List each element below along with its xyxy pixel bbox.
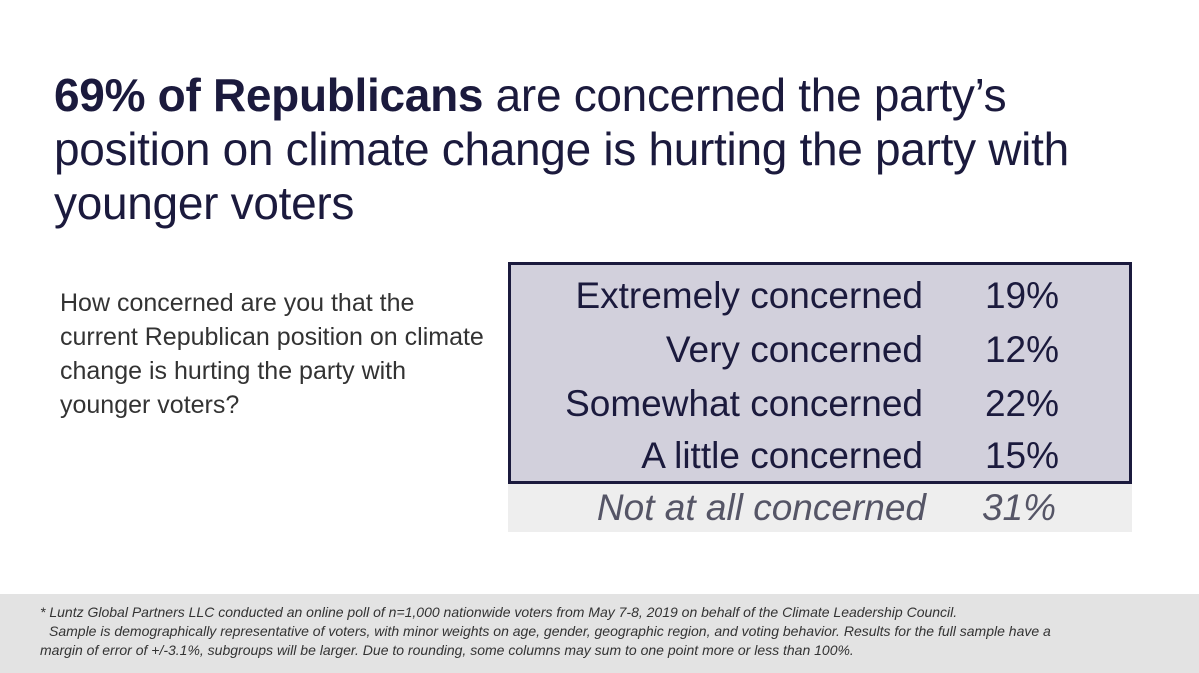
value-label: 12% (984, 329, 1059, 370)
category-label: Not at all concerned (596, 487, 926, 528)
category-label: A little concerned (641, 435, 923, 476)
category-label: Extremely concerned (575, 275, 923, 316)
footnote-line: * Luntz Global Partners LLC conducted an… (40, 604, 958, 620)
table-row: A little concerned 15% (511, 431, 1129, 481)
methodology-footnote: * Luntz Global Partners LLC conducted an… (0, 594, 1199, 673)
table-row: Extremely concerned 19% (511, 269, 1129, 323)
headline: 69% of Republicans are concerned the par… (54, 68, 1154, 230)
concerned-group-box: Extremely concerned 19% Very concerned 1… (508, 262, 1132, 484)
headline-emphasis: 69% of Republicans (54, 69, 484, 121)
survey-question: How concerned are you that the current R… (60, 289, 484, 419)
category-label: Very concerned (665, 329, 923, 370)
table-row: Not at all concerned 31% (508, 484, 1132, 532)
value-label: 19% (984, 275, 1059, 316)
category-label: Somewhat concerned (565, 383, 923, 424)
not-concerned-row-box: Not at all concerned 31% (508, 484, 1132, 532)
table-row: Very concerned 12% (511, 323, 1129, 377)
value-label: 31% (981, 487, 1056, 528)
table-row: Somewhat concerned 22% (511, 377, 1129, 431)
footnote-line: margin of error of +/-3.1%, subgroups wi… (40, 642, 854, 658)
headline-rest: are concerned the party’s position on cl… (54, 69, 1069, 229)
value-label: 22% (984, 383, 1059, 424)
results-table: Extremely concerned 19% Very concerned 1… (508, 262, 1132, 532)
value-label: 15% (984, 435, 1059, 476)
footnote-line: Sample is demographically representative… (49, 623, 1051, 639)
